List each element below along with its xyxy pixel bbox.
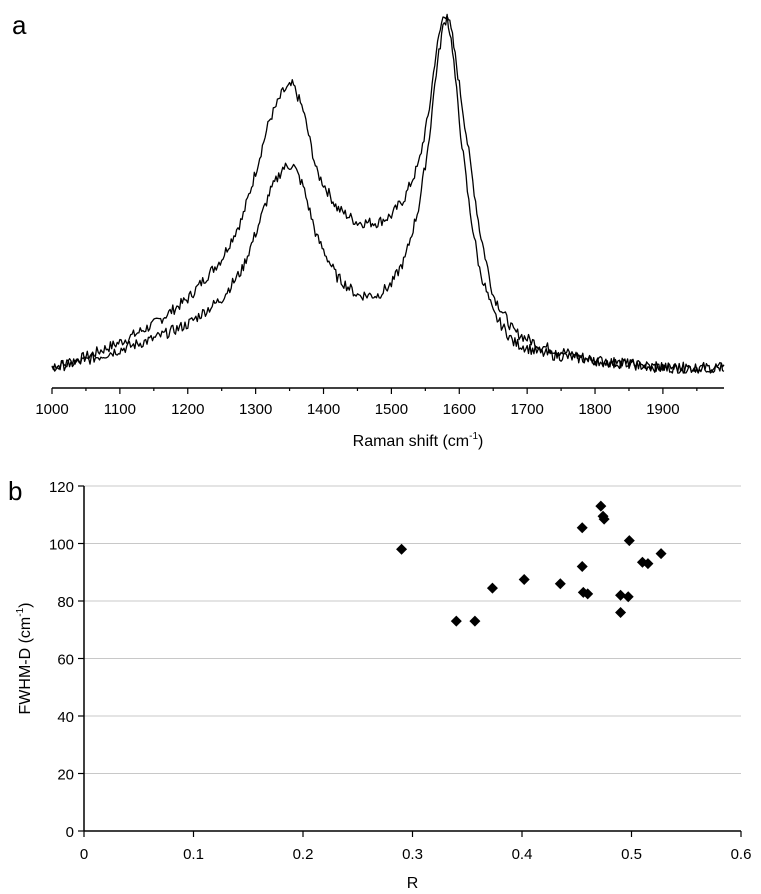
x-tick-label: 0.2 <box>293 846 314 863</box>
spectrum-line-1 <box>51 15 725 374</box>
data-point-diamond <box>642 558 654 570</box>
x-tick-label: 1700 <box>510 401 543 418</box>
data-point-diamond <box>554 578 566 590</box>
x-tick-label: 1600 <box>443 401 476 418</box>
x-tick-label: 1900 <box>646 401 679 418</box>
data-point-diamond <box>622 591 634 603</box>
data-point-diamond <box>396 543 408 555</box>
x-tick-label: 0.4 <box>512 846 533 863</box>
y-tick-label: 60 <box>57 652 74 669</box>
y-tick-label: 80 <box>57 594 74 611</box>
x-tick-label: 1400 <box>307 401 340 418</box>
spectrum-line-2 <box>51 13 725 374</box>
y-axis-label: FWHM-D (cm-1) <box>15 603 34 715</box>
x-tick-label: 1800 <box>578 401 611 418</box>
raman-spectrum-chart: 1000 1100 1200 1300 1400 1500 1600 1700 1800 1900… <box>35 13 725 450</box>
x-tick-label: 0.1 <box>183 846 204 863</box>
x-tick-label: 1100 <box>104 401 136 418</box>
data-point-diamond <box>598 513 610 525</box>
x-tick-label: 1200 <box>171 401 204 418</box>
x-axis-label: Raman shift (cm-1) <box>353 431 484 450</box>
data-point-diamond <box>486 582 498 594</box>
y-tick-label: 100 <box>49 537 74 554</box>
x-axis-label: R <box>407 875 419 892</box>
data-point-diamond <box>655 548 667 560</box>
panel-a-label: a <box>12 10 27 40</box>
data-point-diamond <box>469 615 481 627</box>
data-point-diamond <box>615 589 627 601</box>
y-tick-label: 120 <box>49 479 74 496</box>
data-point-diamond <box>615 607 627 618</box>
y-tick-label: 20 <box>57 767 74 784</box>
panel-b-label: b <box>8 476 22 506</box>
x-tick-label: 1300 <box>239 401 272 418</box>
x-tick-label: 1500 <box>375 401 408 418</box>
data-point-diamond <box>576 561 588 572</box>
data-point-diamond <box>518 573 530 585</box>
fwhm-vs-r-scatter-chart: 0 20 40 60 80 100 120 0 0.1 0.2 0.3 0.4 0.5 0.6 R FWHM-… <box>15 479 751 892</box>
x-tick-label: 0.6 <box>731 846 752 863</box>
data-point-diamond <box>623 535 635 547</box>
data-point-diamond <box>450 615 462 627</box>
x-tick-label: 1000 <box>35 401 68 418</box>
y-tick-label: 40 <box>57 709 74 726</box>
x-tick-label: 0 <box>80 846 88 863</box>
x-tick-label: 0.3 <box>402 846 423 863</box>
data-point-diamond <box>582 588 594 600</box>
x-tick-label: 0.5 <box>621 846 642 863</box>
y-tick-label: 0 <box>66 824 74 841</box>
data-point-diamond <box>595 500 607 512</box>
data-point-diamond <box>576 522 588 534</box>
